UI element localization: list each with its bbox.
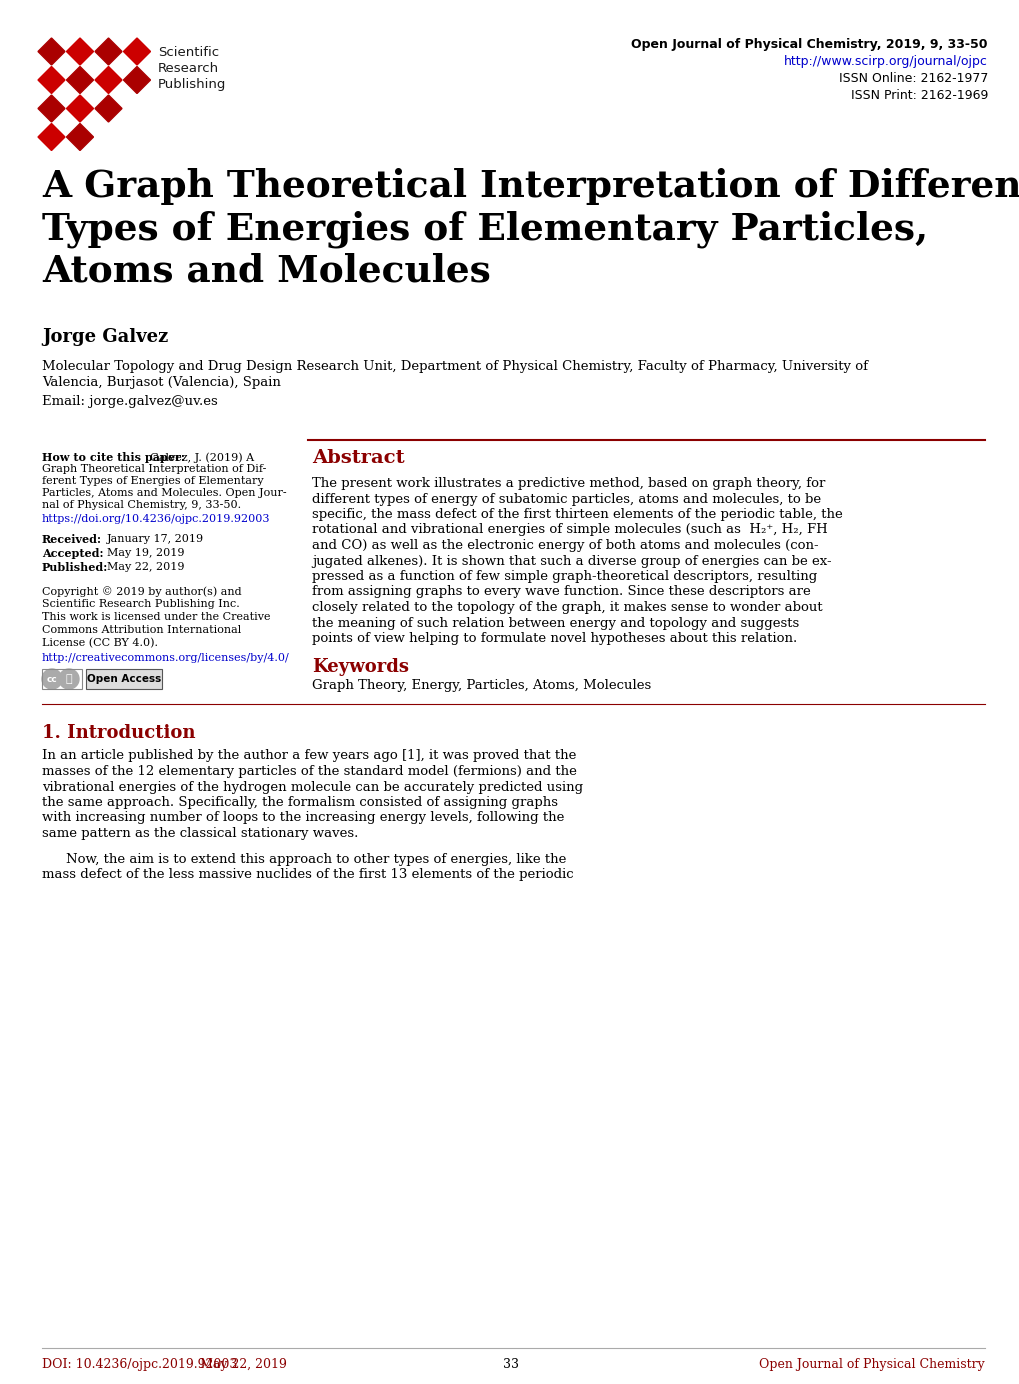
Text: May 19, 2019: May 19, 2019	[107, 548, 184, 558]
Text: Commons Attribution International: Commons Attribution International	[42, 626, 242, 635]
Text: Galvez, J. (2019) A: Galvez, J. (2019) A	[150, 453, 254, 462]
Text: Open Journal of Physical Chemistry: Open Journal of Physical Chemistry	[758, 1358, 984, 1372]
Polygon shape	[38, 95, 65, 122]
Polygon shape	[66, 123, 94, 151]
Text: https://doi.org/10.4236/ojpc.2019.92003: https://doi.org/10.4236/ojpc.2019.92003	[42, 513, 270, 525]
Text: Published:: Published:	[42, 562, 108, 573]
Text: cc: cc	[47, 674, 57, 684]
Text: from assigning graphs to every wave function. Since these descriptors are: from assigning graphs to every wave func…	[312, 585, 810, 598]
Text: A Graph Theoretical Interpretation of Different: A Graph Theoretical Interpretation of Di…	[42, 167, 1019, 205]
Text: closely related to the topology of the graph, it makes sense to wonder about: closely related to the topology of the g…	[312, 601, 821, 614]
Text: Particles, Atoms and Molecules. Open Jour-: Particles, Atoms and Molecules. Open Jou…	[42, 489, 286, 498]
Text: jugated alkenes). It is shown that such a diverse group of energies can be ex-: jugated alkenes). It is shown that such …	[312, 555, 830, 567]
Circle shape	[59, 668, 78, 689]
Polygon shape	[123, 37, 151, 65]
Text: How to cite this paper:: How to cite this paper:	[42, 453, 184, 464]
Text: In an article published by the author a few years ago [1], it was proved that th: In an article published by the author a …	[42, 750, 576, 763]
Polygon shape	[66, 37, 94, 65]
Polygon shape	[38, 37, 65, 65]
Text: the meaning of such relation between energy and topology and suggests: the meaning of such relation between ene…	[312, 616, 799, 630]
Text: specific, the mass defect of the first thirteen elements of the periodic table, : specific, the mass defect of the first t…	[312, 508, 842, 520]
Text: the same approach. Specifically, the formalism consisted of assigning graphs: the same approach. Specifically, the for…	[42, 796, 557, 810]
Text: pressed as a function of few simple graph-theoretical descriptors, resulting: pressed as a function of few simple grap…	[312, 570, 816, 583]
Text: Email: jorge.galvez@uv.es: Email: jorge.galvez@uv.es	[42, 394, 217, 408]
Text: Jorge Galvez: Jorge Galvez	[42, 328, 168, 346]
Text: http://www.scirp.org/journal/ojpc: http://www.scirp.org/journal/ojpc	[784, 55, 987, 68]
Polygon shape	[66, 66, 94, 94]
Polygon shape	[95, 37, 122, 65]
Text: Accepted:: Accepted:	[42, 548, 103, 559]
Circle shape	[42, 668, 62, 689]
Text: Abstract: Abstract	[312, 448, 405, 466]
Text: ferent Types of Energies of Elementary: ferent Types of Energies of Elementary	[42, 476, 263, 486]
Text: January 17, 2019: January 17, 2019	[107, 534, 204, 544]
Polygon shape	[66, 95, 94, 122]
Polygon shape	[95, 95, 122, 122]
Text: ISSN Print: 2162-1969: ISSN Print: 2162-1969	[850, 89, 987, 102]
Polygon shape	[123, 66, 151, 94]
Text: Keywords: Keywords	[312, 657, 409, 675]
Text: mass defect of the less massive nuclides of the first 13 elements of the periodi: mass defect of the less massive nuclides…	[42, 868, 573, 882]
Polygon shape	[95, 66, 122, 94]
Text: ISSN Online: 2162-1977: ISSN Online: 2162-1977	[838, 72, 987, 84]
Text: The present work illustrates a predictive method, based on graph theory, for: The present work illustrates a predictiv…	[312, 477, 824, 490]
Text: Open Journal of Physical Chemistry, 2019, 9, 33-50: Open Journal of Physical Chemistry, 2019…	[631, 37, 987, 51]
Text: ⃘: ⃘	[65, 674, 72, 684]
Text: 33: 33	[502, 1358, 519, 1372]
Text: masses of the 12 elementary particles of the standard model (fermions) and the: masses of the 12 elementary particles of…	[42, 765, 577, 778]
Text: different types of energy of subatomic particles, atoms and molecules, to be: different types of energy of subatomic p…	[312, 493, 820, 505]
Text: Scientific Research Publishing Inc.: Scientific Research Publishing Inc.	[42, 599, 239, 609]
Text: same pattern as the classical stationary waves.: same pattern as the classical stationary…	[42, 828, 358, 840]
Text: Graph Theoretical Interpretation of Dif-: Graph Theoretical Interpretation of Dif-	[42, 464, 266, 473]
Text: May 22, 2019: May 22, 2019	[107, 562, 184, 572]
Text: Types of Energies of Elementary Particles,: Types of Energies of Elementary Particle…	[42, 210, 927, 248]
Text: rotational and vibrational energies of simple molecules (such as  H₂⁺, H₂, FH: rotational and vibrational energies of s…	[312, 523, 827, 537]
Text: Publishing: Publishing	[158, 78, 226, 91]
FancyBboxPatch shape	[86, 668, 162, 689]
Text: 1. Introduction: 1. Introduction	[42, 724, 196, 742]
Text: DOI: 10.4236/ojpc.2019.92003: DOI: 10.4236/ojpc.2019.92003	[42, 1358, 237, 1372]
Text: Copyright © 2019 by author(s) and: Copyright © 2019 by author(s) and	[42, 585, 242, 597]
Text: Atoms and Molecules: Atoms and Molecules	[42, 252, 490, 289]
Text: Received:: Received:	[42, 534, 102, 545]
Text: This work is licensed under the Creative: This work is licensed under the Creative	[42, 612, 270, 621]
Text: Graph Theory, Energy, Particles, Atoms, Molecules: Graph Theory, Energy, Particles, Atoms, …	[312, 680, 650, 692]
Text: Open Access: Open Access	[87, 674, 161, 684]
Polygon shape	[38, 66, 65, 94]
Text: with increasing number of loops to the increasing energy levels, following the: with increasing number of loops to the i…	[42, 811, 564, 825]
Polygon shape	[38, 123, 65, 151]
Text: and CO) as well as the electronic energy of both atoms and molecules (con-: and CO) as well as the electronic energy…	[312, 538, 818, 552]
Text: Valencia, Burjasot (Valencia), Spain: Valencia, Burjasot (Valencia), Spain	[42, 376, 280, 389]
Text: points of view helping to formulate novel hypotheses about this relation.: points of view helping to formulate nove…	[312, 632, 797, 645]
Text: vibrational energies of the hydrogen molecule can be accurately predicted using: vibrational energies of the hydrogen mol…	[42, 781, 583, 793]
Text: nal of Physical Chemistry, 9, 33-50.: nal of Physical Chemistry, 9, 33-50.	[42, 500, 240, 509]
Text: Now, the aim is to extend this approach to other types of energies, like the: Now, the aim is to extend this approach …	[66, 853, 566, 865]
Text: License (CC BY 4.0).: License (CC BY 4.0).	[42, 638, 158, 648]
Text: May 22, 2019: May 22, 2019	[200, 1358, 286, 1372]
Text: Molecular Topology and Drug Design Research Unit, Department of Physical Chemist: Molecular Topology and Drug Design Resea…	[42, 360, 867, 374]
Text: Research: Research	[158, 62, 219, 75]
Text: http://creativecommons.org/licenses/by/4.0/: http://creativecommons.org/licenses/by/4…	[42, 653, 289, 663]
Text: Scientific: Scientific	[158, 46, 219, 60]
